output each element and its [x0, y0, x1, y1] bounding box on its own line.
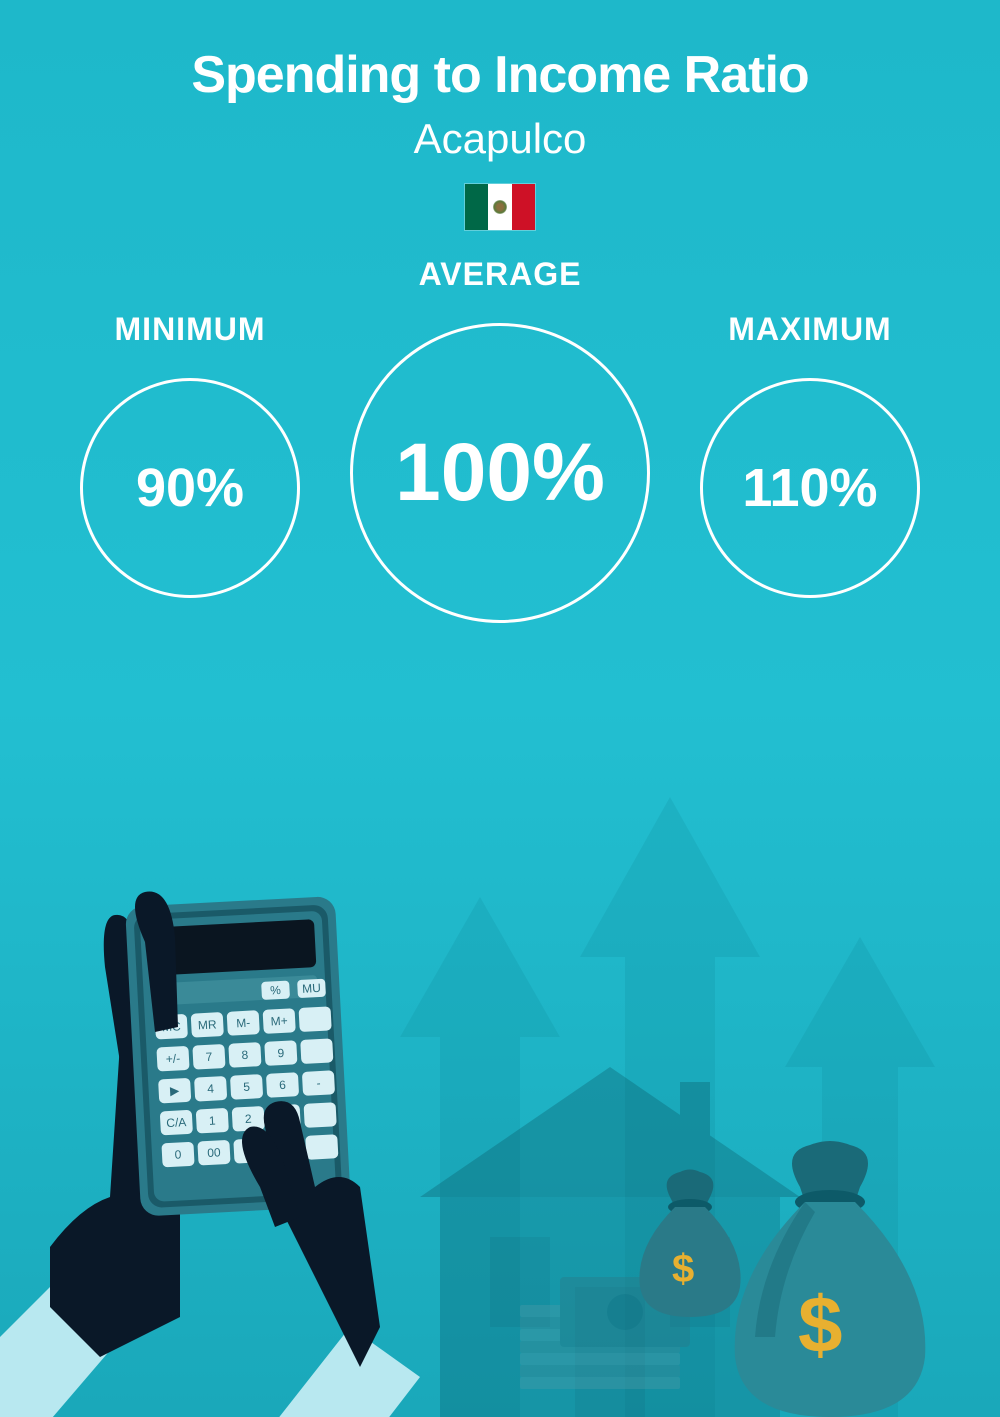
svg-text:5: 5: [243, 1080, 251, 1094]
flag-red-stripe: [512, 184, 535, 230]
stat-circle-minimum: 90%: [80, 378, 300, 598]
svg-text:00: 00: [207, 1145, 221, 1160]
stat-circle-maximum: 110%: [700, 378, 920, 598]
svg-text:4: 4: [207, 1082, 215, 1096]
dollar-sign-icon: $: [672, 1247, 694, 1291]
svg-text:%: %: [270, 983, 282, 998]
stat-maximum: MAXIMUM 110%: [700, 311, 920, 598]
mexico-flag-icon: [464, 183, 536, 231]
svg-text:MU: MU: [302, 981, 321, 996]
stat-label-average: AVERAGE: [419, 256, 582, 293]
flag-white-stripe: [488, 184, 511, 230]
stat-label-maximum: MAXIMUM: [728, 311, 891, 348]
stat-circle-average: 100%: [350, 323, 650, 623]
stats-row: MINIMUM 90% AVERAGE 100% MAXIMUM 110%: [0, 311, 1000, 623]
svg-text:8: 8: [241, 1048, 249, 1062]
svg-text:7: 7: [205, 1050, 213, 1064]
svg-text:M+: M+: [270, 1014, 288, 1029]
svg-text:1: 1: [209, 1114, 217, 1128]
page-subtitle: Acapulco: [0, 115, 1000, 163]
flag-green-stripe: [465, 184, 488, 230]
svg-text:2: 2: [245, 1112, 253, 1126]
svg-text:MR: MR: [198, 1017, 218, 1032]
hands-calculator-icon: %MUMCMRM-M++/-789▶456-C/A123000.=: [0, 767, 480, 1417]
svg-text:+/-: +/-: [165, 1051, 180, 1066]
money-bag-icon: $: [720, 1137, 940, 1417]
dollar-sign-icon: $: [798, 1280, 843, 1369]
stat-minimum: MINIMUM 90%: [80, 311, 300, 598]
svg-text:0: 0: [174, 1147, 182, 1161]
stat-label-minimum: MINIMUM: [115, 311, 266, 348]
page-title: Spending to Income Ratio: [0, 45, 1000, 105]
flag-emblem: [493, 200, 507, 214]
stat-average: AVERAGE 100%: [350, 256, 650, 623]
svg-text:C/A: C/A: [166, 1115, 187, 1130]
svg-text:-: -: [316, 1076, 321, 1090]
svg-text:▶: ▶: [170, 1083, 181, 1098]
svg-text:M-: M-: [236, 1016, 251, 1031]
svg-text:9: 9: [277, 1046, 285, 1060]
header: Spending to Income Ratio Acapulco: [0, 0, 1000, 231]
illustration-footer: $ $ %MUMCMRM-M++/-789▶456-C/A12300: [0, 737, 1000, 1417]
svg-text:6: 6: [279, 1078, 287, 1092]
